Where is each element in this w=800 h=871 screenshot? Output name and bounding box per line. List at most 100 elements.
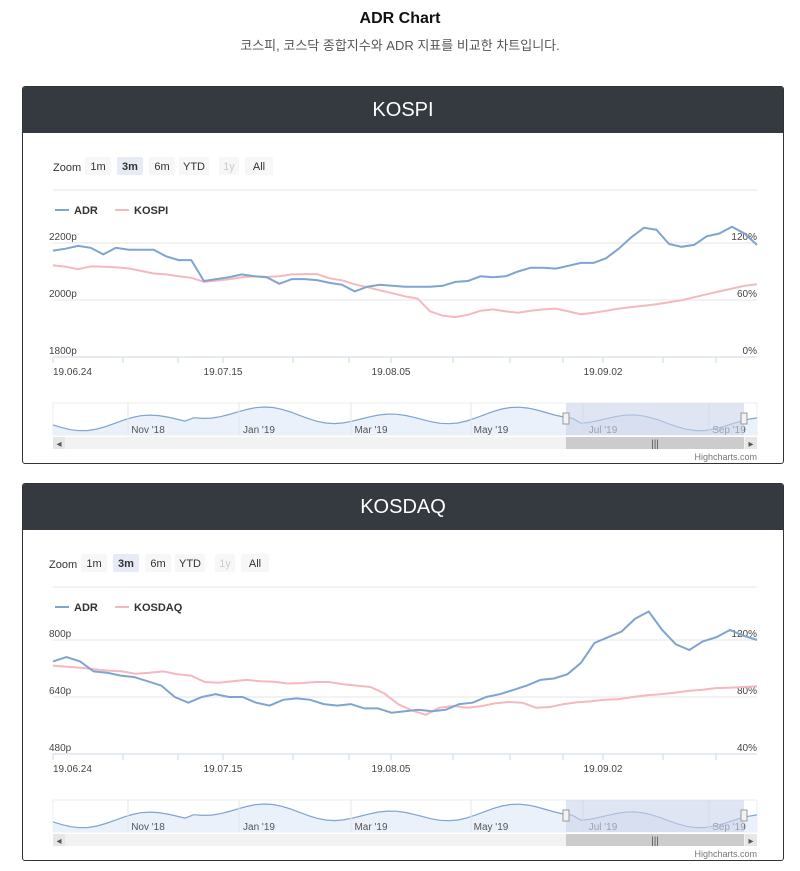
legend-label: KOSPI — [134, 205, 168, 217]
zoom-button-3m[interactable]: 3m — [117, 157, 143, 175]
x-tick-label: 19.07.15 — [204, 764, 243, 775]
zoom-button-label: 1y — [223, 161, 235, 173]
navigator-handle-right[interactable] — [740, 412, 748, 425]
navigator-label: May '19 — [474, 822, 509, 833]
scroll-left-icon: ◂ — [56, 836, 61, 847]
x-tick-label: 19.09.02 — [584, 764, 623, 775]
left-axis-tick: 2000p — [49, 289, 77, 300]
scroll-right-button[interactable] — [745, 834, 757, 846]
zoom-button-label: YTD — [179, 558, 201, 570]
zoom-button-label: 3m — [118, 558, 134, 570]
zoom-button-label: 1m — [90, 161, 105, 173]
x-tick-label: 19.08.05 — [372, 764, 411, 775]
x-tick-label: 19.07.15 — [204, 367, 243, 378]
zoom-button-1m[interactable]: 1m — [85, 157, 111, 175]
scrollbar-thumb[interactable] — [566, 437, 744, 449]
credits-link[interactable]: Highcharts.com — [694, 849, 757, 859]
kosdaq-chart: Zoom 1m 3m 6m YTD 1y All ADR KOSDAQ 480p 640p 800p 4… — [49, 554, 758, 859]
zoom-button-label: All — [253, 161, 265, 173]
left-axis-tick: 480p — [49, 743, 72, 754]
zoom-button-bg — [245, 157, 273, 175]
navigator-handle-left[interactable] — [562, 412, 570, 425]
x-tick-label: 19.08.05 — [372, 367, 411, 378]
zoom-button-bg — [219, 157, 239, 175]
zoom-button-bg — [241, 554, 269, 572]
zoom-button-label: 6m — [150, 558, 165, 570]
navigator-selection[interactable] — [566, 403, 744, 435]
zoom-button-label: YTD — [183, 161, 205, 173]
zoom-button-bg — [85, 157, 111, 175]
x-tick-label: 19.06.24 — [53, 764, 92, 775]
zoom-button-bg — [175, 554, 205, 572]
zoom-button-1m[interactable]: 1m — [81, 554, 107, 572]
panel-title: KOSPI — [23, 87, 783, 133]
series-line-kosdaq — [52, 664, 758, 716]
navigator-label: Mar '19 — [354, 425, 387, 436]
zoom-button-6m[interactable]: 6m — [149, 157, 175, 175]
zoom-button-1y[interactable]: 1y — [219, 157, 239, 175]
scroll-left-button[interactable] — [53, 437, 65, 449]
scroll-right-button[interactable] — [745, 437, 757, 449]
right-axis-tick: 0% — [743, 346, 758, 357]
legend-item-kosdaq[interactable]: KOSDAQ — [115, 602, 183, 614]
legend-item-adr[interactable]: ADR — [55, 602, 98, 614]
panel-title: KOSDAQ — [23, 484, 783, 530]
legend-label: KOSDAQ — [134, 602, 183, 614]
kospi-panel: KOSPI Zoom 1m 3m 6m YTD 1y All ADR KOSPI 1800p 200… — [22, 86, 784, 464]
navigator-label: Nov '18 — [131, 425, 165, 436]
x-tick-label: 19.09.02 — [584, 367, 623, 378]
zoom-button-1y[interactable]: 1y — [215, 554, 235, 572]
series-line-adr — [52, 225, 758, 293]
zoom-label: Zoom — [53, 162, 81, 174]
zoom-button-bg — [215, 554, 235, 572]
zoom-button-bg — [145, 554, 171, 572]
zoom-button-all[interactable]: All — [241, 554, 269, 572]
zoom-label: Zoom — [49, 559, 77, 571]
left-axis-tick: 2200p — [49, 232, 77, 243]
left-axis-tick: 1800p — [49, 346, 77, 357]
credits-link[interactable]: Highcharts.com — [694, 452, 757, 462]
right-axis-tick: 120% — [731, 232, 757, 243]
zoom-button-bg — [113, 554, 139, 572]
scrollbar-thumb[interactable] — [566, 834, 744, 846]
navigator-label: Jan '19 — [243, 425, 275, 436]
zoom-button-ytd[interactable]: YTD — [179, 157, 209, 175]
zoom-button-label: 1m — [86, 558, 101, 570]
zoom-button-all[interactable]: All — [245, 157, 273, 175]
x-tick-label: 19.06.24 — [53, 367, 92, 378]
zoom-button-label: 3m — [122, 161, 138, 173]
scroll-right-icon: ▸ — [748, 836, 753, 847]
zoom-button-6m[interactable]: 6m — [145, 554, 171, 572]
scrollbar-grip: ||| — [651, 439, 659, 450]
series-line-adr — [52, 610, 758, 714]
right-axis-tick: 60% — [737, 289, 757, 300]
zoom-button-bg — [149, 157, 175, 175]
series-line-kospi — [52, 264, 758, 319]
zoom-button-bg — [117, 157, 143, 175]
zoom-button-label: All — [249, 558, 261, 570]
navigator-label: Jan '19 — [243, 822, 275, 833]
page-subtitle: 코스피, 코스닥 종합지수와 ADR 지표를 비교한 차트입니다. — [240, 38, 560, 53]
legend-label: ADR — [74, 205, 98, 217]
legend-label: ADR — [74, 602, 98, 614]
left-axis-tick: 640p — [49, 686, 72, 697]
scroll-left-icon: ◂ — [56, 439, 61, 450]
navigator-selection[interactable] — [566, 800, 744, 832]
kosdaq-panel: KOSDAQ Zoom 1m 3m 6m YTD 1y All ADR KOSDAQ 480p 64… — [22, 483, 784, 861]
zoom-button-label: 6m — [154, 161, 169, 173]
navigator-handle-right[interactable] — [740, 809, 748, 822]
legend-item-adr[interactable]: ADR — [55, 205, 98, 217]
zoom-button-3m[interactable]: 3m — [113, 554, 139, 572]
navigator-label: May '19 — [474, 425, 509, 436]
navigator-label: Mar '19 — [354, 822, 387, 833]
page-title: ADR Chart — [359, 10, 441, 27]
navigator-handle-left[interactable] — [562, 809, 570, 822]
zoom-button-bg — [81, 554, 107, 572]
zoom-button-bg — [179, 157, 209, 175]
scrollbar-grip: ||| — [651, 836, 659, 847]
scroll-left-button[interactable] — [53, 834, 65, 846]
legend-item-kospi[interactable]: KOSPI — [115, 205, 168, 217]
scroll-right-icon: ▸ — [748, 439, 753, 450]
zoom-button-ytd[interactable]: YTD — [175, 554, 205, 572]
right-axis-tick: 120% — [731, 629, 757, 640]
